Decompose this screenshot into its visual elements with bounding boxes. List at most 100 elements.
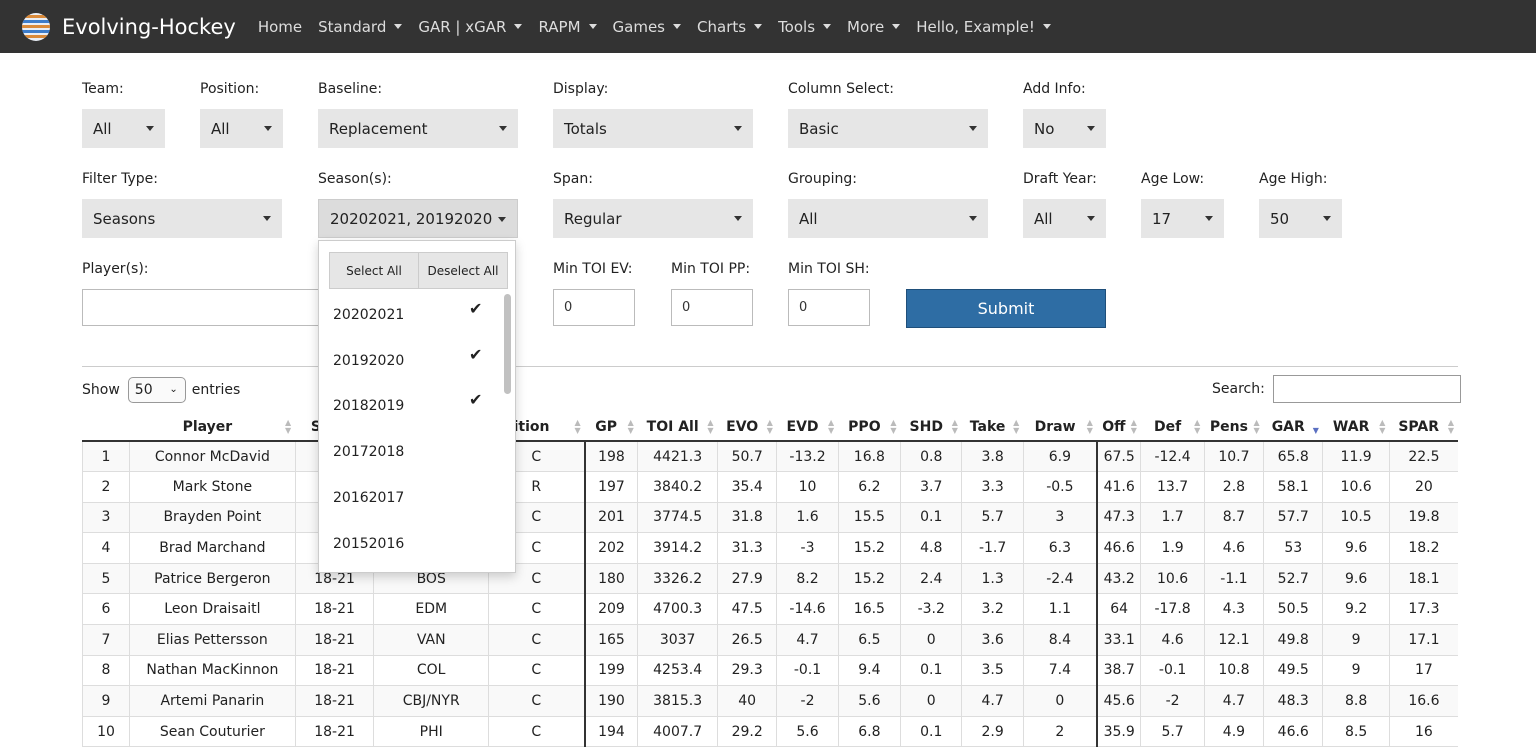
brand-name: Evolving-Hockey	[62, 14, 236, 39]
table-cell: 52.7	[1263, 563, 1323, 595]
entries-select[interactable]: 50 ⌄	[127, 376, 186, 403]
table-cell: 3	[81, 502, 130, 534]
column-header[interactable]: GP ▲ ▼	[584, 413, 638, 442]
display-value: Totals	[564, 119, 607, 138]
table-row: 10 Sean Couturier 18-21 PHI C 194 4007.7 29.2 5.…	[81, 716, 1458, 748]
nav-item-label: Games	[612, 17, 666, 36]
table-cell: 190	[583, 685, 638, 717]
add-info-select[interactable]: No	[1023, 109, 1106, 148]
column-select[interactable]: Basic	[788, 109, 988, 148]
season-option[interactable]: 20202021	[333, 307, 405, 323]
seasons-select[interactable]: 20202021, 20192020, 20182019	[318, 199, 518, 238]
grouping-select[interactable]: All	[788, 199, 988, 238]
sort-icon: ▲▼	[1130, 418, 1137, 435]
table-cell: 3.7	[900, 471, 962, 503]
age-high-select[interactable]: 50	[1259, 199, 1342, 238]
search-input[interactable]	[1272, 375, 1461, 403]
min-toi-sh-input[interactable]: 0	[788, 289, 870, 326]
draft-year-select[interactable]: All	[1023, 199, 1106, 238]
show-label: Show	[82, 381, 120, 398]
table-cell: 18-21	[294, 624, 374, 656]
column-header-label: Pens	[1209, 418, 1248, 435]
sort-icon: ▲▼	[1253, 418, 1260, 435]
caret-down-icon	[264, 126, 272, 131]
nav-item[interactable]: RAPM	[538, 18, 597, 36]
chevron-down-icon: ⌄	[169, 383, 178, 395]
column-header[interactable]: Off ▲ ▼	[1096, 413, 1141, 442]
season-option[interactable]: 20162017	[333, 489, 405, 506]
nav-item[interactable]: Games	[612, 17, 682, 36]
brand[interactable]: Evolving-Hockey	[22, 12, 236, 41]
table-cell: 9.6	[1322, 563, 1390, 595]
column-header[interactable]: EVD ▲ ▼	[776, 413, 839, 442]
column-header[interactable]: Pens ▲ ▼	[1204, 413, 1264, 442]
caret-down-icon	[1087, 216, 1095, 221]
column-header[interactable]: Player ▲ ▼	[129, 413, 296, 442]
table-cell: 198	[583, 441, 638, 473]
column-header-label: Off	[1102, 418, 1126, 435]
column-header[interactable]: PPO ▲ ▼	[838, 413, 901, 442]
season-option[interactable]: 20172018	[333, 444, 405, 461]
table-cell: 5.6	[776, 716, 839, 748]
column-header[interactable]: Def ▲ ▼	[1140, 413, 1205, 442]
sort-icon: ▲▼	[1194, 418, 1201, 435]
entries-control: Show 50 ⌄ entries	[82, 376, 240, 403]
column-header[interactable]: Draw ▲ ▼	[1023, 413, 1097, 442]
nav-item[interactable]: Charts	[697, 18, 763, 36]
table-cell: 0	[1022, 685, 1097, 717]
table-cell: 10.8	[1203, 655, 1264, 687]
table-cell: 6.9	[1022, 441, 1097, 473]
table-cell: 1.7	[1140, 502, 1205, 534]
nav-item[interactable]: GAR | xGAR	[418, 18, 523, 36]
position-select[interactable]: All	[200, 109, 283, 148]
table-cell: -1.1	[1203, 563, 1264, 595]
select-all-button[interactable]: Select All	[330, 253, 419, 288]
season-option[interactable]: 20152016	[333, 535, 405, 552]
grouping-value: All	[799, 209, 818, 228]
column-header[interactable]: SHD ▲ ▼	[900, 413, 962, 442]
nav-item[interactable]: Home	[258, 18, 302, 36]
table-cell: Artemi Panarin	[129, 685, 296, 717]
table-cell: 35.9	[1095, 716, 1141, 748]
caret-down-icon	[1323, 216, 1331, 221]
table-cell: 7	[81, 624, 130, 656]
table-cell: 9.2	[1322, 593, 1390, 626]
filter-type-select[interactable]: Seasons	[82, 199, 282, 238]
column-header[interactable]: EVO ▲ ▼	[717, 413, 777, 442]
deselect-all-button[interactable]: Deselect All	[419, 253, 507, 288]
table-cell: -12.4	[1140, 441, 1205, 473]
nav-item-label: More	[847, 17, 885, 36]
display-select[interactable]: Totals	[553, 109, 753, 148]
players-input[interactable]	[82, 289, 322, 326]
column-header[interactable]: Take ▲ ▼	[961, 413, 1024, 442]
season-option[interactable]: 20192020	[333, 352, 405, 369]
nav-item[interactable]: Hello, Example!	[916, 18, 1051, 36]
column-header[interactable]: WAR ▲ ▼	[1322, 413, 1390, 442]
table-cell: -3.2	[900, 593, 962, 626]
column-header[interactable]: GAR ▼	[1263, 413, 1323, 442]
column-header[interactable]: TOI All ▲ ▼	[637, 413, 718, 442]
table-cell: Nathan MacKinnon	[129, 655, 296, 687]
age-low-select[interactable]: 17	[1141, 199, 1224, 238]
column-header[interactable]: SPAR ▲ ▼	[1389, 413, 1458, 442]
submit-button[interactable]: Submit	[906, 289, 1106, 328]
table-cell: 10	[776, 471, 839, 503]
season-option[interactable]: 20182019	[333, 398, 405, 415]
table-cell: 38.7	[1095, 655, 1141, 687]
baseline-select[interactable]: Replacement	[318, 109, 518, 148]
nav-item[interactable]: Standard	[318, 18, 403, 36]
span-select[interactable]: Regular	[553, 199, 753, 238]
sort-icon: ▲▼	[707, 418, 714, 435]
caret-down-icon	[499, 126, 507, 131]
team-select[interactable]: All	[82, 109, 165, 148]
table-cell: 11.9	[1322, 441, 1390, 473]
dropdown-scrollbar[interactable]	[504, 294, 511, 394]
nav-item[interactable]: More	[847, 17, 901, 36]
table-cell: -2	[776, 685, 839, 717]
nav-item[interactable]: Tools	[778, 18, 832, 36]
span-label: Span:	[553, 171, 593, 187]
min-toi-ev-input[interactable]: 0	[553, 289, 635, 326]
caret-down-icon	[969, 126, 977, 131]
min-toi-pp-input[interactable]: 0	[671, 289, 753, 326]
